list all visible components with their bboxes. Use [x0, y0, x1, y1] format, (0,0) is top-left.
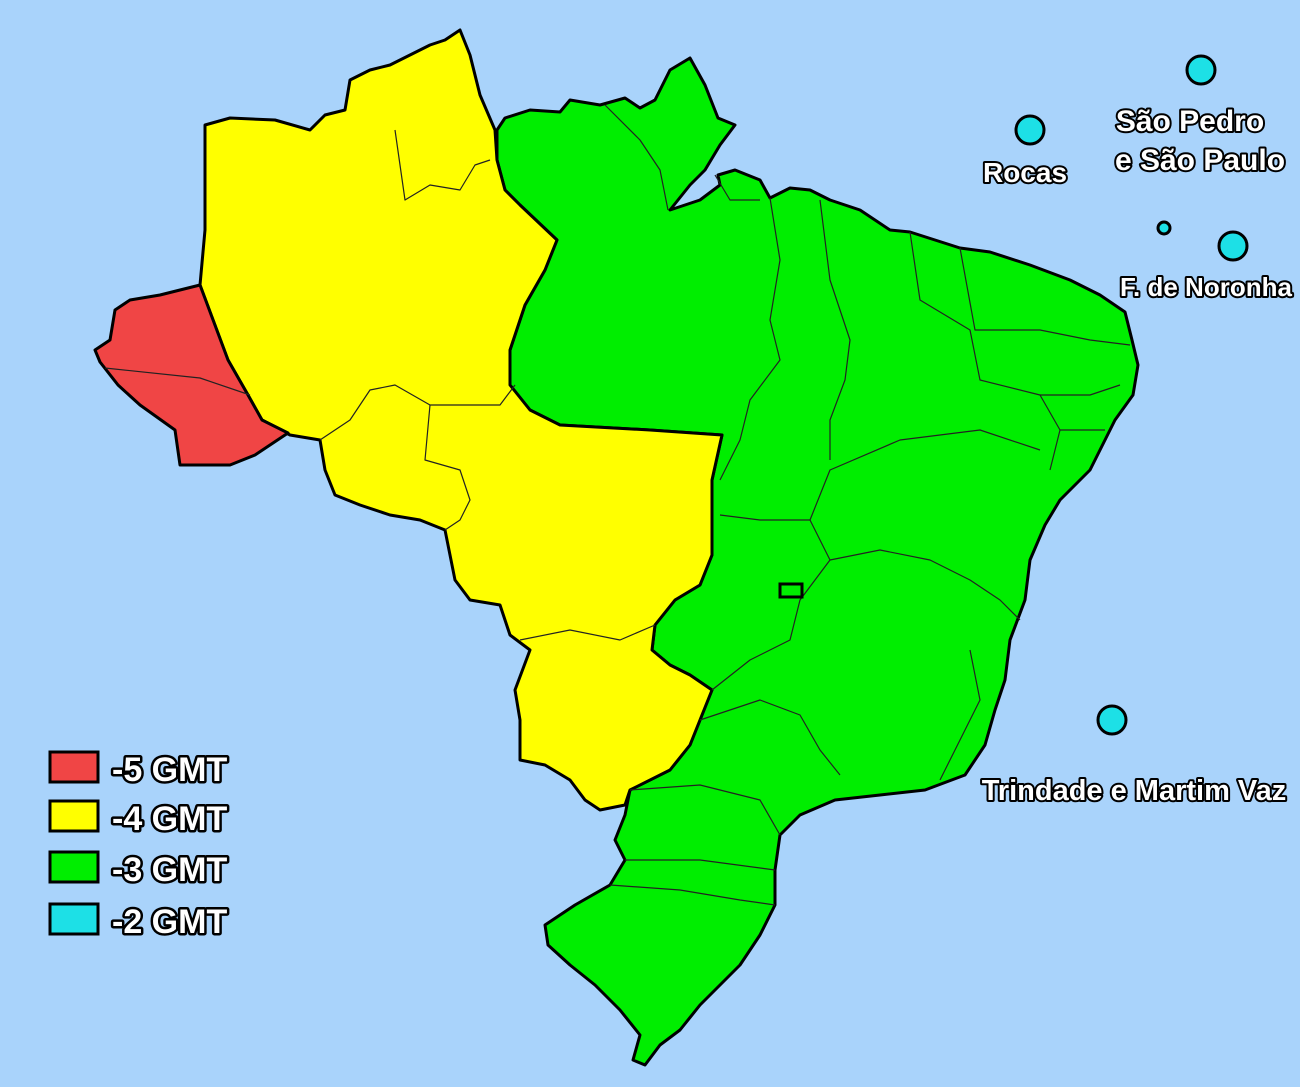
zone-gmt-minus-4 [198, 28, 724, 812]
noronha-island-icon [1217, 230, 1249, 262]
legend-swatch-gmt-minus-5 [48, 750, 100, 784]
legend-label-gmt-minus-3: -3 GMT [112, 851, 227, 889]
rocas-label: Rocas [983, 157, 1067, 188]
noronha-label: F. de Noronha [1120, 272, 1292, 302]
state-borders [104, 104, 1131, 906]
sao-pedro-island-icon [1185, 54, 1217, 86]
zone-gmt-minus-5 [93, 283, 290, 467]
rocas-island-icon [1014, 114, 1046, 146]
trindade-island-icon [1096, 704, 1128, 736]
legend: -5 GMT -4 GMT -3 GMT -2 GMT [48, 749, 230, 944]
sao-pedro-label-line2: e São Paulo [1115, 144, 1285, 177]
sao-pedro-label-line1: São Pedro [1116, 105, 1264, 138]
legend-swatch-gmt-minus-3 [48, 850, 100, 884]
federal-district [778, 582, 804, 599]
legend-swatch-gmt-minus-2 [48, 902, 100, 936]
small-island-icon [1156, 220, 1172, 236]
legend-label-gmt-minus-4: -4 GMT [112, 800, 227, 838]
legend-swatch-gmt-minus-4 [48, 799, 100, 833]
legend-label-gmt-minus-5: -5 GMT [112, 751, 227, 789]
trindade-label: Trindade e Martim Vaz [982, 775, 1287, 807]
legend-label-gmt-minus-2: -2 GMT [112, 903, 227, 941]
